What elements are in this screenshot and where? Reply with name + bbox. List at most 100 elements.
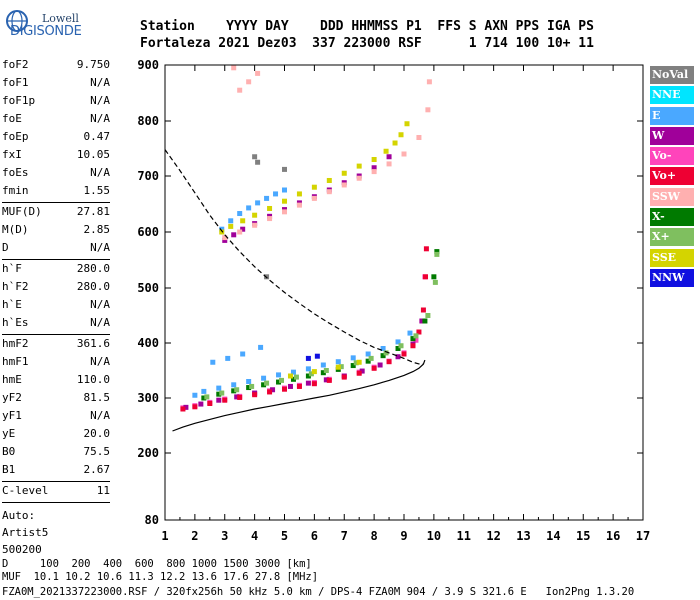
echo-point <box>264 195 270 201</box>
param-row: h`E N/A <box>2 296 110 314</box>
echo-point <box>423 274 429 280</box>
series-x- <box>201 249 440 401</box>
legend-item-vo-: Vo+ <box>650 167 694 186</box>
echo-point <box>404 121 410 127</box>
echo-point <box>314 353 320 359</box>
echo-point <box>416 135 422 140</box>
param-value: 9.750 <box>76 58 110 71</box>
legend-item-w: W <box>650 126 694 145</box>
echo-point <box>423 246 429 252</box>
echo-point <box>323 368 329 373</box>
echo-point <box>320 370 326 376</box>
echo-point <box>311 184 317 190</box>
echo-point <box>410 336 416 342</box>
param-value: 0.47 <box>83 130 111 143</box>
echo-point <box>371 365 377 371</box>
echo-point <box>338 364 344 370</box>
y-tick-label: 200 <box>137 446 159 460</box>
param-value: 27.81 <box>76 205 110 218</box>
echo-point <box>320 362 326 368</box>
y-axis-ticks: 80 200 300 400 500 600 700 800 900 <box>137 58 643 527</box>
echo-point <box>290 376 296 382</box>
param-value: 81.5 <box>83 391 111 404</box>
logo-line-1: Lowell <box>42 12 79 25</box>
y-tick-label: 300 <box>137 391 159 405</box>
echo-point <box>326 377 332 383</box>
legend-item-noval: NoVal <box>650 66 694 84</box>
param-name: hmF2 <box>2 337 29 350</box>
param-name: yE <box>2 427 16 440</box>
param-divider <box>2 481 110 482</box>
param-value: N/A <box>90 355 110 368</box>
param-row: h`Es N/A <box>2 314 110 332</box>
param-row: B1 2.67 <box>2 461 110 479</box>
x-tick-label: 6 <box>311 529 318 543</box>
x-tick-label: 7 <box>341 529 348 543</box>
echo-point <box>326 189 332 195</box>
echo-point <box>368 355 374 361</box>
y-tick-label: 500 <box>137 281 159 295</box>
echo-point <box>395 354 401 360</box>
param-row: yF2 81.5 <box>2 389 110 407</box>
legend-item-sse: SSE <box>650 248 694 267</box>
param-name: yF1 <box>2 409 22 422</box>
echo-point <box>231 232 237 238</box>
header-labels: Station YYYY DAY DDD HHMMSS P1 FFS S AXN… <box>140 19 594 34</box>
legend-item-x-: X+ <box>650 228 694 247</box>
echo-point <box>201 388 207 394</box>
echo-point <box>216 391 222 397</box>
echo-point <box>335 359 341 365</box>
param-divider <box>2 502 110 503</box>
param-value: N/A <box>90 94 110 107</box>
legend-item-vo-: Vo- <box>650 147 694 166</box>
param-value: N/A <box>90 409 110 422</box>
echo-point <box>246 205 252 211</box>
param-value: 2.67 <box>83 463 111 476</box>
echo-point <box>420 307 426 313</box>
echo-points <box>180 65 440 412</box>
digisonde-logo: Lowell DIGISONDE <box>4 6 82 46</box>
echo-point <box>192 404 198 410</box>
series-nnw <box>305 353 320 361</box>
param-row: h`F 280.0 <box>2 260 110 278</box>
echo-point <box>311 381 317 387</box>
echo-point <box>237 211 243 217</box>
param-row: B0 75.5 <box>2 443 110 461</box>
param-value: 20.0 <box>83 427 111 440</box>
echo-point <box>270 387 276 393</box>
echo-point <box>335 364 341 370</box>
echo-point <box>432 279 438 285</box>
echo-point <box>296 383 302 389</box>
echo-point <box>323 377 329 383</box>
param-name: foF1 <box>2 76 29 89</box>
param-value: 2.85 <box>83 223 111 236</box>
x-tick-label: 8 <box>371 529 378 543</box>
echo-point <box>341 374 347 380</box>
x-axis-ticks: 1 2 3 4 5 6 7 8 9 10 11 12 13 14 15 16 17 <box>161 65 650 543</box>
series-x- <box>204 251 440 400</box>
echo-point <box>398 132 404 138</box>
header-values: Fortaleza 2021 Dez03 337 223000 RSF 1 71… <box>140 36 594 51</box>
param-row: hmE 110.0 <box>2 371 110 389</box>
x-tick-label: 5 <box>281 529 288 543</box>
echo-point <box>228 223 234 229</box>
param-row: fmin 1.55 <box>2 182 110 200</box>
echo-point <box>296 202 302 208</box>
echo-point <box>237 229 243 235</box>
echo-point <box>419 318 425 324</box>
param-row: yF1 N/A <box>2 407 110 425</box>
echo-point <box>252 154 258 160</box>
x-tick-label: 3 <box>221 529 228 543</box>
echo-point <box>305 373 311 379</box>
echo-point <box>273 191 279 197</box>
echo-point <box>216 385 222 391</box>
param-name: h`F <box>2 262 22 275</box>
footer-file-info: FZA0M_2021337223000.RSF / 320fx256h 50 k… <box>2 586 635 598</box>
echo-point <box>207 401 213 406</box>
globe-icon <box>6 10 28 32</box>
echo-point <box>380 346 386 351</box>
x-tick-label: 16 <box>606 529 620 543</box>
y-tick-label: 80 <box>145 513 159 527</box>
echo-point <box>386 359 392 365</box>
echo-point <box>267 205 273 211</box>
